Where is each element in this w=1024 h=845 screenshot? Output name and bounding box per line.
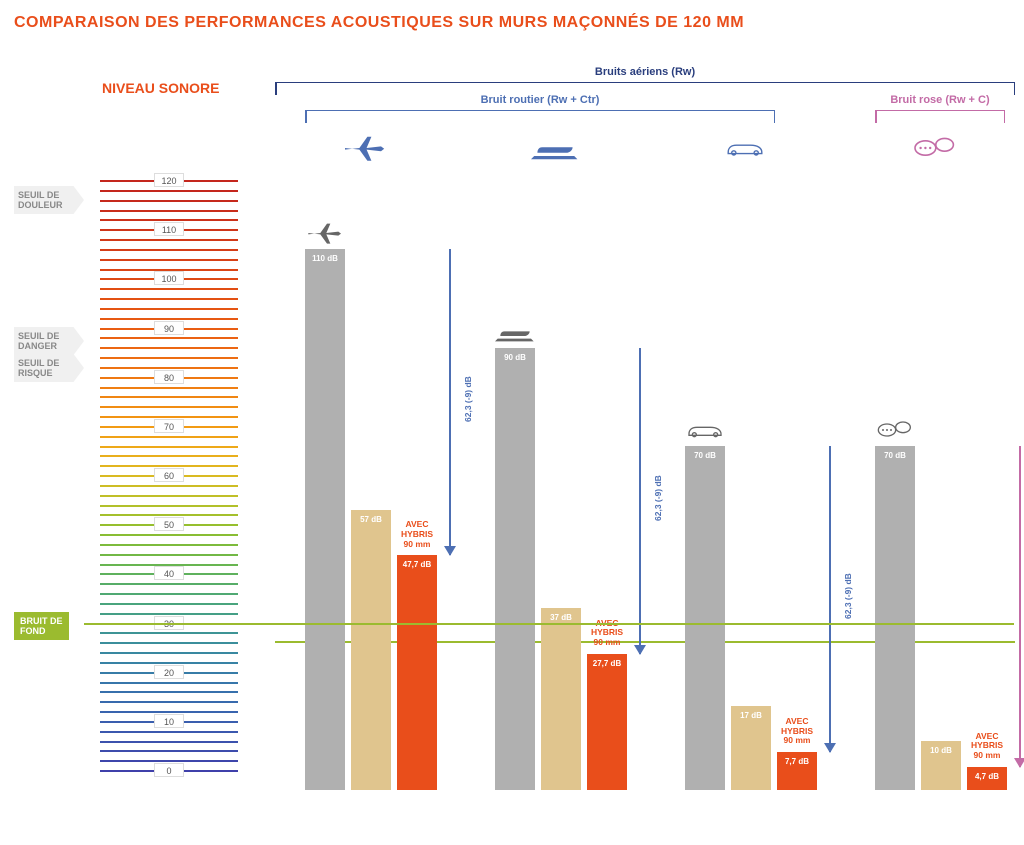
car-icon: [715, 128, 775, 168]
train-icon: [525, 128, 585, 168]
scale-title: NIVEAU SONORE: [102, 80, 219, 96]
bar-chart: Bruits aériens (Rw)Bruit routier (Rw + C…: [275, 180, 1015, 790]
bruit-fond-label: BRUIT DEFOND: [14, 612, 69, 640]
bar: [351, 510, 391, 790]
bar: [875, 446, 915, 790]
bar: [495, 348, 535, 791]
bar: [685, 446, 725, 790]
talk-icon: [905, 128, 965, 168]
page-title: COMPARAISON DES PERFORMANCES ACOUSTIQUES…: [14, 14, 744, 32]
bar: [541, 608, 581, 790]
bar: [587, 654, 627, 790]
plane-icon: [335, 128, 395, 168]
bar: [305, 249, 345, 790]
bar: [397, 555, 437, 790]
sound-level-scale: 1201101009080706050403020100: [100, 180, 238, 790]
